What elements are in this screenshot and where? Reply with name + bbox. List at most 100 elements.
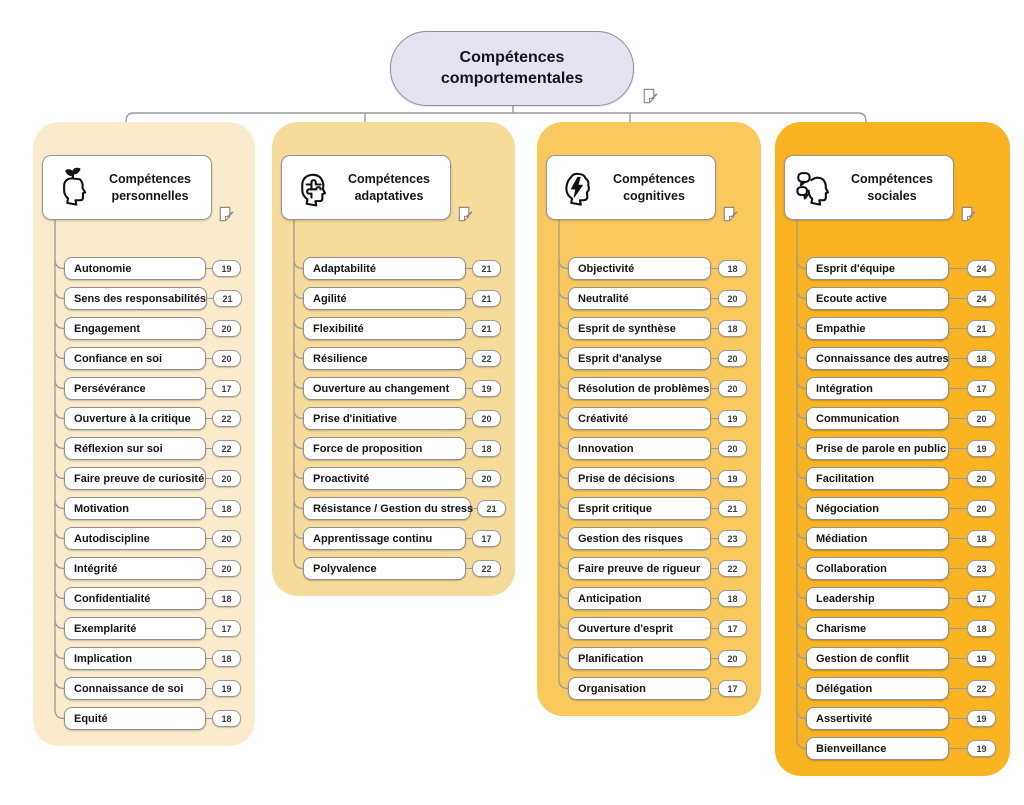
skill-count-badge: 24 (967, 290, 996, 307)
skill-node[interactable]: Anticipation (568, 587, 711, 610)
badge-connector-line (949, 388, 967, 389)
skill-node[interactable]: Résilience (303, 347, 466, 370)
skill-node[interactable]: Intégration (806, 377, 949, 400)
note-icon[interactable] (958, 205, 977, 224)
skill-node[interactable]: Facilitation (806, 467, 949, 490)
skill-node[interactable]: Collaboration (806, 557, 949, 580)
skill-row: Equité 18 (64, 707, 241, 730)
skill-row: Exemplarité 17 (64, 617, 241, 640)
skill-node[interactable]: Gestion de conflit (806, 647, 949, 670)
branch-node[interactable]: Compétences cognitives (546, 155, 738, 222)
skill-node[interactable]: Médiation (806, 527, 949, 550)
branch-node[interactable]: Compétences personnelles (42, 155, 234, 222)
skill-node[interactable]: Equité (64, 707, 206, 730)
skill-node[interactable]: Bienveillance (806, 737, 949, 760)
skill-node[interactable]: Ecoute active (806, 287, 949, 310)
skill-node[interactable]: Faire preuve de rigueur (568, 557, 711, 580)
skill-node[interactable]: Assertivité (806, 707, 949, 730)
skill-node[interactable]: Force de proposition (303, 437, 466, 460)
branch-node[interactable]: Compétences sociales (784, 155, 976, 222)
skill-node[interactable]: Polyvalence (303, 557, 466, 580)
skill-node[interactable]: Esprit de synthèse (568, 317, 711, 340)
skill-label: Force de proposition (313, 442, 423, 455)
badge-connector-line (206, 718, 212, 719)
skill-node[interactable]: Autodiscipline (64, 527, 206, 550)
skill-count-badge: 21 (472, 320, 501, 337)
skill-node[interactable]: Prise d'initiative (303, 407, 466, 430)
skill-node[interactable]: Objectivité (568, 257, 711, 280)
skill-count-badge: 17 (967, 380, 996, 397)
skill-node[interactable]: Réflexion sur soi (64, 437, 206, 460)
skill-node[interactable]: Prise de parole en public (806, 437, 949, 460)
skill-node[interactable]: Faire preuve de curiosité (64, 467, 206, 490)
skill-node[interactable]: Agilité (303, 287, 466, 310)
skill-node[interactable]: Intégrité (64, 557, 206, 580)
note-icon[interactable] (720, 205, 739, 224)
skill-node[interactable]: Exemplarité (64, 617, 206, 640)
skill-node[interactable]: Empathie (806, 317, 949, 340)
skill-node[interactable]: Ouverture d'esprit (568, 617, 711, 640)
skill-node[interactable]: Implication (64, 647, 206, 670)
skill-row: Anticipation 18 (568, 587, 747, 610)
skill-node[interactable]: Confidentialité (64, 587, 206, 610)
skill-node[interactable]: Motivation (64, 497, 206, 520)
skill-count-badge: 17 (718, 620, 747, 637)
skill-node[interactable]: Ouverture à la critique (64, 407, 206, 430)
skill-node[interactable]: Créativité (568, 407, 711, 430)
badge-connector-line (711, 658, 718, 659)
branch-node[interactable]: Compétences adaptatives (281, 155, 473, 222)
skill-count-badge: 20 (212, 320, 241, 337)
skill-row: Facilitation 20 (806, 467, 996, 490)
skill-label: Implication (74, 652, 133, 665)
skill-node[interactable]: Planification (568, 647, 711, 670)
skill-node[interactable]: Ouverture au changement (303, 377, 466, 400)
skill-row: Agilité 21 (303, 287, 501, 310)
skill-node[interactable]: Engagement (64, 317, 206, 340)
badge-connector-line (711, 358, 718, 359)
skill-node[interactable]: Prise de décisions (568, 467, 711, 490)
root-node[interactable]: Compétences comportementales (390, 31, 658, 106)
skill-node[interactable]: Esprit d'équipe (806, 257, 949, 280)
skill-node[interactable]: Esprit critique (568, 497, 711, 520)
skill-node[interactable]: Esprit d'analyse (568, 347, 711, 370)
skill-count-badge: 20 (718, 290, 747, 307)
skill-count-badge: 19 (967, 710, 996, 727)
skill-node[interactable]: Connaissance des autres (806, 347, 949, 370)
skill-node[interactable]: Confiance en soi (64, 347, 206, 370)
skill-node[interactable]: Gestion des risques (568, 527, 711, 550)
skill-node[interactable]: Organisation (568, 677, 711, 700)
badge-connector-line (949, 298, 967, 299)
skill-node[interactable]: Résistance / Gestion du stress (303, 497, 473, 520)
note-icon[interactable] (455, 205, 474, 224)
skill-node[interactable]: Adaptabilité (303, 257, 466, 280)
skill-node[interactable]: Flexibilité (303, 317, 466, 340)
skill-node[interactable]: Délégation (806, 677, 949, 700)
skill-node[interactable]: Autonomie (64, 257, 206, 280)
skill-node[interactable]: Neutralité (568, 287, 711, 310)
skill-row: Ouverture à la critique 22 (64, 407, 241, 430)
skill-label: Neutralité (578, 292, 629, 305)
skill-count-badge: 17 (472, 530, 501, 547)
skill-row: Objectivité 18 (568, 257, 747, 280)
skill-node[interactable]: Innovation (568, 437, 711, 460)
skill-node[interactable]: Négociation (806, 497, 949, 520)
skill-label: Polyvalence (313, 562, 377, 575)
skill-node[interactable]: Proactivité (303, 467, 466, 490)
note-icon[interactable] (640, 87, 659, 106)
skill-count-badge: 17 (212, 380, 241, 397)
skill-row: Motivation 18 (64, 497, 241, 520)
skill-node[interactable]: Résolution de problèmes (568, 377, 711, 400)
skill-row: Flexibilité 21 (303, 317, 501, 340)
skill-node[interactable]: Apprentissage continu (303, 527, 466, 550)
skill-node[interactable]: Leadership (806, 587, 949, 610)
badge-connector-line (206, 358, 212, 359)
skill-row: Sens des responsabilités 21 (64, 287, 242, 310)
note-icon[interactable] (216, 205, 235, 224)
skill-node[interactable]: Connaissance de soi (64, 677, 206, 700)
skill-node[interactable]: Communication (806, 407, 949, 430)
skill-node[interactable]: Charisme (806, 617, 949, 640)
skill-label: Confidentialité (74, 592, 151, 605)
badge-connector-line (466, 538, 472, 539)
skill-node[interactable]: Persévérance (64, 377, 206, 400)
skill-node[interactable]: Sens des responsabilités (64, 287, 207, 310)
